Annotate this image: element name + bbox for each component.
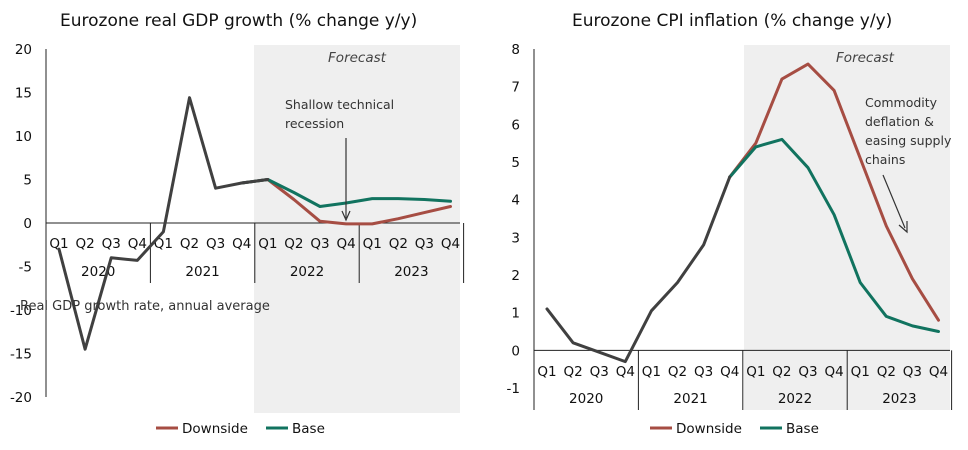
g1-quarter-label: Q3 xyxy=(310,236,329,252)
g1-quarter-label: Q4 xyxy=(441,236,460,252)
g1-quarter-label: Q1 xyxy=(258,236,277,252)
g2-year-label: 2020 xyxy=(569,391,603,407)
g2-quarter-label: Q3 xyxy=(903,364,922,380)
cpi-annotation-line2: deflation & xyxy=(865,114,934,129)
cpi-chart: Eurozone CPI inflation (% change y/y) Fo… xyxy=(507,11,953,410)
g1-quarter-label: Q4 xyxy=(128,236,147,252)
g2-quarter-label: Q3 xyxy=(694,364,713,380)
g2-quarter-label: Q2 xyxy=(772,364,791,380)
gdp-annotation-line2: recession xyxy=(285,116,344,131)
gdp-annotation-line1: Shallow technical xyxy=(285,97,394,112)
g1-quarter-label: Q1 xyxy=(49,236,68,252)
g2-ytick-label: 2 xyxy=(511,268,520,284)
cpi-legend-base: Base xyxy=(786,421,819,437)
g1-year-label: 2022 xyxy=(290,264,324,280)
g1-quarter-label: Q2 xyxy=(389,236,408,252)
g1-ytick-label: 0 xyxy=(23,216,32,232)
g1-quarter-label: Q3 xyxy=(102,236,121,252)
g2-ytick-label: 7 xyxy=(511,80,520,96)
gdp-legend-downside: Downside xyxy=(182,421,248,437)
g2-ytick-label: 5 xyxy=(511,155,520,171)
gdp-annotation-arrowhead xyxy=(341,210,351,222)
g2-quarter-label: Q4 xyxy=(720,364,739,380)
g2-quarter-label: Q4 xyxy=(929,364,948,380)
gdp-chart-title: Eurozone real GDP growth (% change y/y) xyxy=(60,11,417,31)
g1-ytick-label: 5 xyxy=(23,173,32,189)
g2-quarter-label: Q1 xyxy=(746,364,765,380)
g1-ytick-label: 20 xyxy=(15,42,32,58)
g2-quarter-label: Q2 xyxy=(563,364,582,380)
g1-quarter-label: Q1 xyxy=(154,236,173,252)
g1-quarter-label: Q4 xyxy=(232,236,251,252)
gdp-chart: Eurozone real GDP growth (% change y/y) … xyxy=(10,11,465,413)
cpi-legend: Downside Base xyxy=(650,421,819,437)
g2-ytick-label: 0 xyxy=(511,343,520,359)
g1-series-history xyxy=(57,96,270,351)
g1-ytick-label: 10 xyxy=(15,129,32,145)
g2-ytick-label: 6 xyxy=(511,117,520,133)
g2-quarter-label: Q3 xyxy=(590,364,609,380)
cpi-annotation-arrow xyxy=(882,174,906,229)
cpi-forecast-region xyxy=(744,45,950,410)
g2-quarter-label: Q3 xyxy=(798,364,817,380)
cpi-annotation-line1: Commodity xyxy=(865,95,938,110)
g1-quarter-label: Q2 xyxy=(284,236,303,252)
g1-ytick-label: -5 xyxy=(19,260,32,276)
g1-ytick-label: 15 xyxy=(15,86,32,102)
g2-year-label: 2022 xyxy=(778,391,812,407)
cpi-chart-title: Eurozone CPI inflation (% change y/y) xyxy=(572,11,892,31)
g2-ytick-label: 1 xyxy=(511,306,520,322)
gdp-forecast-region xyxy=(254,45,460,413)
gdp-forecast-label: Forecast xyxy=(328,50,387,66)
g2-quarter-label: Q2 xyxy=(877,364,896,380)
cpi-annotation-arrowhead xyxy=(898,221,908,234)
g1-quarter-label: Q4 xyxy=(336,236,355,252)
cpi-annotation-line3: easing supply xyxy=(865,133,952,148)
g2-ytick-label: 3 xyxy=(511,230,520,246)
g2-quarter-label: Q1 xyxy=(851,364,870,380)
g1-ytick-label: -10 xyxy=(10,303,32,319)
g2-series-base xyxy=(728,137,940,333)
g2-ytick-label: 8 xyxy=(511,42,520,58)
g2-quarter-label: Q1 xyxy=(642,364,661,380)
g2-ytick-label: -1 xyxy=(507,381,520,397)
cpi-legend-downside: Downside xyxy=(676,421,742,437)
g1-quarter-label: Q2 xyxy=(180,236,199,252)
gdp-footnote: Real GDP growth rate, annual average xyxy=(20,299,270,314)
g2-ytick-label: 4 xyxy=(511,193,520,209)
g2-series-downside xyxy=(728,62,940,322)
g1-year-label: 2023 xyxy=(394,264,428,280)
gdp-legend: Downside Base xyxy=(156,421,325,437)
g2-quarter-label: Q1 xyxy=(537,364,556,380)
g1-ytick-label: -20 xyxy=(10,390,32,406)
g2-year-label: 2021 xyxy=(673,391,707,407)
g2-quarter-label: Q2 xyxy=(668,364,687,380)
g1-quarter-label: Q3 xyxy=(206,236,225,252)
g2-quarter-label: Q4 xyxy=(616,364,635,380)
g1-series-downside xyxy=(240,178,452,226)
g2-quarter-label: Q4 xyxy=(824,364,843,380)
cpi-forecast-label: Forecast xyxy=(836,50,895,66)
gdp-legend-base: Base xyxy=(292,421,325,437)
g2-year-label: 2023 xyxy=(882,391,916,407)
g1-quarter-label: Q3 xyxy=(415,236,434,252)
g1-quarter-label: Q1 xyxy=(363,236,382,252)
g1-year-label: 2021 xyxy=(185,264,219,280)
g1-ytick-label: -15 xyxy=(10,347,32,363)
g2-series-history xyxy=(545,175,732,364)
cpi-annotation-line4: chains xyxy=(865,152,905,167)
g1-quarter-label: Q2 xyxy=(75,236,94,252)
